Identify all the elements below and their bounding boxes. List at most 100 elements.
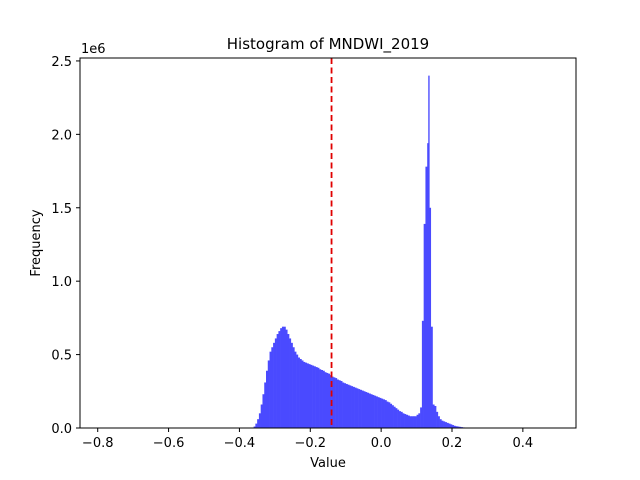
y-tick-label: 1.0 xyxy=(51,275,72,290)
histogram-bar xyxy=(452,425,455,428)
histogram-bar xyxy=(391,405,394,428)
histogram-bar xyxy=(262,394,265,428)
histogram-bar xyxy=(421,320,424,428)
histogram-bar xyxy=(358,389,361,428)
x-axis-label: Value xyxy=(310,456,346,471)
histogram-bar xyxy=(441,420,444,428)
histogram-bar xyxy=(292,347,295,428)
histogram-bar xyxy=(381,398,384,428)
histogram-bar xyxy=(303,361,306,428)
histogram-bar xyxy=(414,416,417,428)
histogram-bar xyxy=(347,384,350,428)
histogram-bar xyxy=(349,385,352,428)
histogram-bar xyxy=(374,395,377,428)
histogram-bar xyxy=(257,419,260,428)
histogram-bar xyxy=(258,413,261,428)
histogram-bar xyxy=(319,369,322,428)
y-tick-label: 2.5 xyxy=(51,55,72,70)
histogram-bar xyxy=(382,399,385,428)
histogram-bar xyxy=(285,329,288,428)
histogram-bar xyxy=(343,383,347,428)
histogram-bar xyxy=(377,397,380,428)
y-tick-label: 1.5 xyxy=(51,202,72,217)
histogram-bar xyxy=(459,426,462,428)
histogram-bar xyxy=(366,392,370,428)
histogram-bar xyxy=(444,422,447,428)
histogram-bar xyxy=(335,378,338,428)
histogram-bar xyxy=(428,75,430,429)
histogram-bar xyxy=(345,383,348,428)
histogram-bar xyxy=(297,357,300,428)
histogram-bar xyxy=(333,377,336,428)
y-tick-label: 2.0 xyxy=(51,128,72,143)
histogram-bar xyxy=(370,394,373,428)
histogram-bar xyxy=(429,207,432,428)
histogram-bar xyxy=(281,326,285,428)
histogram-bar xyxy=(434,405,437,428)
histogram-bar xyxy=(409,416,412,428)
histogram-bar xyxy=(317,367,320,428)
histogram-bar xyxy=(390,403,393,428)
y-axis-label: Frequency xyxy=(29,209,44,276)
histogram-bar xyxy=(338,380,341,428)
histogram-bar xyxy=(324,372,327,428)
histogram-bar xyxy=(418,413,421,428)
histogram-bar xyxy=(340,381,343,428)
histogram-bar xyxy=(315,367,318,428)
histogram-bar xyxy=(368,393,371,428)
histogram-bar xyxy=(301,360,304,428)
histogram-bar xyxy=(290,342,293,428)
histogram-bar xyxy=(336,379,339,428)
histogram-bar xyxy=(404,414,407,428)
x-tick-label: 0.2 xyxy=(442,436,463,451)
x-axis-ticks: −0.8 −0.6 −0.4 −0.2 0.0 0.2 0.4 xyxy=(82,428,533,451)
histogram-bar xyxy=(342,382,345,428)
x-tick-label: −0.2 xyxy=(294,436,326,451)
histogram-bar xyxy=(398,411,401,428)
histogram-bar xyxy=(411,416,414,428)
y-axis-ticks: 0.0 0.5 1.0 1.5 2.0 2.5 xyxy=(51,55,80,437)
histogram-bar xyxy=(446,422,449,428)
x-tick-label: −0.6 xyxy=(153,436,185,451)
histogram-bar xyxy=(320,370,323,428)
y-axis-offset-label: 1e6 xyxy=(81,42,106,57)
histogram-bar xyxy=(450,424,453,428)
histogram-bar xyxy=(397,409,400,428)
histogram-bar xyxy=(306,363,309,428)
histogram-bar xyxy=(420,407,423,428)
histogram-bar xyxy=(395,408,398,428)
histogram-bar xyxy=(430,326,433,428)
histogram-bar xyxy=(455,426,458,428)
histogram-bar xyxy=(363,391,366,428)
histogram-bar xyxy=(448,423,451,428)
histogram-bar xyxy=(296,354,299,428)
histogram-bar xyxy=(289,338,292,428)
x-tick-label: 0.0 xyxy=(371,436,392,451)
histogram-bar xyxy=(331,376,334,428)
histogram-bar xyxy=(273,342,276,428)
histogram-bar xyxy=(278,331,281,428)
histogram-bar xyxy=(432,404,435,428)
plot-area xyxy=(253,58,467,429)
histogram-bar xyxy=(351,386,354,428)
histogram-bar xyxy=(436,411,439,428)
histogram-bar xyxy=(413,416,416,428)
histogram-bar xyxy=(354,387,357,428)
histogram-bar xyxy=(274,338,277,428)
histogram-bar xyxy=(439,419,442,428)
histogram-bar xyxy=(326,372,329,428)
histogram-bar xyxy=(405,414,409,428)
histogram-bar xyxy=(283,326,286,428)
histogram-bar xyxy=(304,362,308,428)
histogram-bar xyxy=(457,426,460,428)
histogram-bar xyxy=(388,402,391,428)
histogram-bar xyxy=(425,166,428,428)
histogram-bar xyxy=(266,370,269,428)
histogram-bar xyxy=(402,413,405,428)
histogram-bar xyxy=(294,351,297,428)
histogram-bar xyxy=(423,223,426,428)
histogram-bar xyxy=(365,392,368,428)
histogram-bar xyxy=(308,364,311,428)
histogram-bar xyxy=(328,373,331,428)
